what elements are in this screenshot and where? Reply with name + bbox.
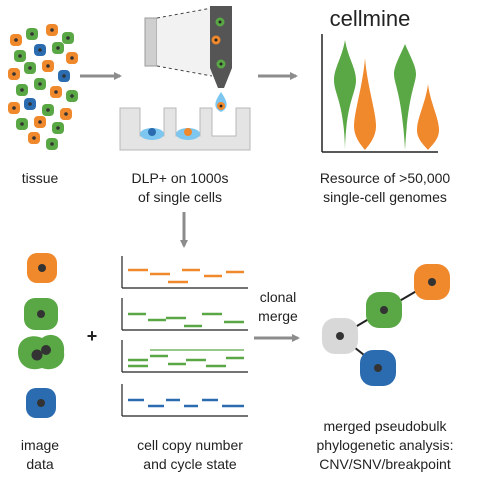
tissue-cell (62, 32, 74, 44)
tissue-cell (58, 70, 70, 82)
merged-label-line2: phylogenetic analysis: (317, 437, 454, 453)
well-cell-2 (184, 128, 192, 136)
tissue-cell (46, 24, 58, 36)
tissue-cell (16, 84, 28, 96)
nanowell-chip (119, 107, 251, 151)
violin-green-2 (394, 44, 416, 150)
cellmine-title: cellmine (330, 6, 411, 31)
tissue-cell (24, 62, 36, 74)
tissue-cell (8, 102, 20, 114)
copy-number-panels (121, 256, 248, 417)
violin-green-1 (334, 40, 356, 150)
phylogenetic-tree (322, 264, 450, 386)
tissue-cell (24, 98, 36, 110)
tissue-cell (46, 138, 58, 150)
resource-label-line2: single-cell genomes (323, 189, 447, 205)
copy-label-line1: cell copy number (137, 437, 243, 453)
tissue-label: tissue (22, 170, 59, 186)
dlp-label-line2: of single cells (138, 189, 222, 205)
tissue-cell (60, 108, 72, 120)
image-label-line1: image (21, 437, 59, 453)
tissue-cell (42, 104, 54, 116)
violin-orange-1 (354, 58, 376, 150)
clonal-label-line1: clonal (260, 289, 297, 305)
tissue-cell (66, 90, 78, 102)
violin-plot (321, 34, 439, 153)
copy-number-panel (121, 384, 248, 417)
dispenser-block (144, 17, 158, 67)
merged-label-line1: merged pseudobulk (324, 418, 448, 434)
plus-sign: + (87, 326, 98, 346)
copy-number-panel (121, 298, 248, 331)
tissue-cell (28, 132, 40, 144)
image-data-cells (18, 253, 65, 418)
tissue-cell (10, 34, 22, 46)
dispenser-illustration (144, 6, 232, 112)
tissue-cell-cluster (8, 24, 78, 150)
copy-number-panel (121, 340, 248, 373)
tissue-cell (34, 44, 46, 56)
tissue-cell (52, 42, 64, 54)
resource-label-line1: Resource of >50,000 (320, 170, 451, 186)
tissue-cell (66, 52, 78, 64)
clonal-label-line2: merge (258, 308, 298, 324)
image-label-line2: data (26, 456, 53, 472)
dispenser-nozzle (210, 6, 232, 88)
tissue-cell (14, 50, 26, 62)
tissue-cell (50, 86, 62, 98)
well-cell-1 (148, 128, 156, 136)
tissue-cell (16, 118, 28, 130)
violin-orange-2 (417, 84, 439, 150)
tissue-cell (8, 68, 20, 80)
tissue-cell (42, 60, 54, 72)
tissue-cell (34, 116, 46, 128)
tissue-cell (52, 122, 64, 134)
tissue-cell (34, 78, 46, 90)
tissue-cell (26, 28, 38, 40)
dlp-label-line1: DLP+ on 1000s (132, 170, 229, 186)
zoom-cone (157, 8, 212, 76)
copy-number-panel (121, 256, 248, 289)
merged-label-line3: CNV/SNV/breakpoint (319, 456, 451, 472)
copy-label-line2: and cycle state (143, 456, 237, 472)
